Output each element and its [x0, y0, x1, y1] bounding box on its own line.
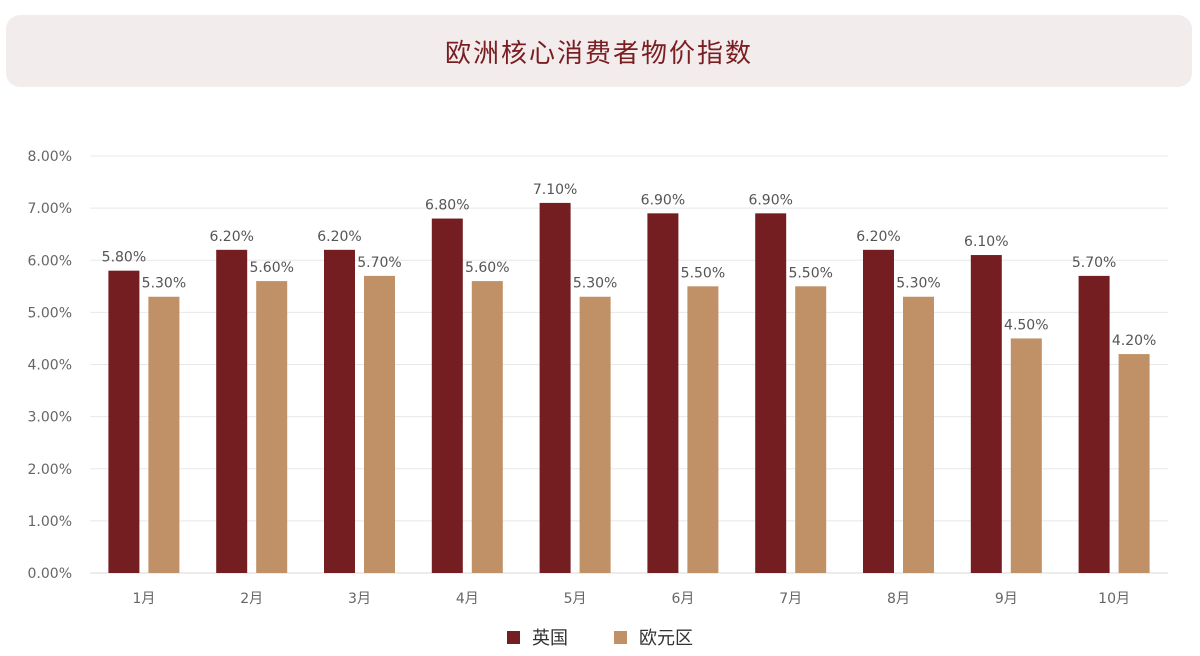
- y-tick-label: 1.00%: [28, 514, 72, 530]
- x-tick-label: 3月: [348, 591, 371, 607]
- data-label-uk: 6.20%: [317, 229, 361, 245]
- data-label-uk: 6.10%: [964, 234, 1008, 250]
- data-label-eurozone: 5.30%: [573, 276, 617, 292]
- legend-item-uk[interactable]: 英国: [507, 624, 568, 650]
- bar-uk: [431, 218, 463, 574]
- data-label-eurozone: 5.30%: [142, 276, 186, 292]
- y-tick-label: 0.00%: [28, 566, 72, 582]
- bar-uk: [755, 213, 787, 573]
- bar-uk: [647, 213, 679, 573]
- bar-eurozone: [1118, 354, 1150, 573]
- data-label-uk: 7.10%: [533, 182, 577, 198]
- legend-label-uk: 英国: [532, 628, 568, 649]
- y-tick-label: 3.00%: [28, 410, 72, 426]
- data-label-eurozone: 5.50%: [788, 265, 832, 281]
- bar-eurozone: [579, 296, 611, 573]
- y-tick-label: 8.00%: [28, 149, 72, 165]
- x-tick-label: 7月: [779, 591, 802, 607]
- data-label-eurozone: 5.60%: [249, 260, 293, 276]
- x-tick-label: 1月: [132, 591, 155, 607]
- y-tick-label: 6.00%: [28, 253, 72, 269]
- data-label-eurozone: 4.20%: [1112, 333, 1156, 349]
- bar-eurozone: [903, 296, 934, 573]
- data-label-uk: 5.80%: [102, 250, 146, 266]
- x-tick-label: 10月: [1098, 591, 1130, 607]
- y-tick-label: 4.00%: [28, 358, 72, 374]
- data-label-uk: 6.20%: [209, 229, 253, 245]
- y-tick-label: 2.00%: [28, 462, 72, 478]
- data-label-uk: 6.80%: [425, 198, 469, 214]
- bar-eurozone: [364, 275, 395, 573]
- chart-title-bar: 欧洲核心消费者物价指数: [6, 15, 1192, 87]
- bar-eurozone: [687, 286, 719, 573]
- legend-label-eurozone: 欧元区: [639, 628, 693, 649]
- legend-item-eurozone[interactable]: 欧元区: [614, 624, 693, 650]
- x-tick-label: 6月: [671, 591, 694, 607]
- data-label-eurozone: 4.50%: [1004, 317, 1048, 333]
- data-label-uk: 6.90%: [641, 192, 685, 208]
- data-label-eurozone: 5.60%: [465, 260, 509, 276]
- data-label-uk: 5.70%: [1072, 255, 1116, 271]
- data-label-eurozone: 5.30%: [896, 276, 940, 292]
- bar-uk: [324, 249, 355, 573]
- bar-uk: [1078, 275, 1110, 573]
- bar-uk: [539, 202, 571, 573]
- data-label-uk: 6.90%: [748, 192, 792, 208]
- x-tick-label: 5月: [564, 591, 587, 607]
- y-tick-label: 7.00%: [28, 201, 72, 217]
- data-label-eurozone: 5.50%: [681, 265, 725, 281]
- bar-uk: [108, 270, 140, 573]
- data-label-eurozone: 5.70%: [357, 255, 401, 271]
- bar-eurozone: [256, 281, 288, 573]
- chart-legend: 英国 欧元区: [0, 624, 1200, 650]
- legend-swatch-eurozone: [614, 630, 627, 644]
- x-tick-label: 2月: [240, 591, 263, 607]
- bar-uk: [970, 255, 1002, 573]
- x-tick-label: 4月: [456, 591, 479, 607]
- x-tick-label: 8月: [887, 591, 910, 607]
- bar-uk: [216, 249, 248, 573]
- x-tick-label: 9月: [995, 591, 1018, 607]
- legend-swatch-uk: [507, 630, 520, 644]
- y-tick-label: 5.00%: [28, 305, 72, 321]
- chart-title: 欧洲核心消费者物价指数: [444, 38, 753, 69]
- bar-eurozone: [795, 286, 827, 573]
- bar-uk: [863, 249, 894, 573]
- bar-eurozone: [471, 281, 503, 573]
- data-label-uk: 6.20%: [856, 229, 900, 245]
- bar-eurozone: [1010, 338, 1042, 573]
- bar-eurozone: [148, 296, 180, 573]
